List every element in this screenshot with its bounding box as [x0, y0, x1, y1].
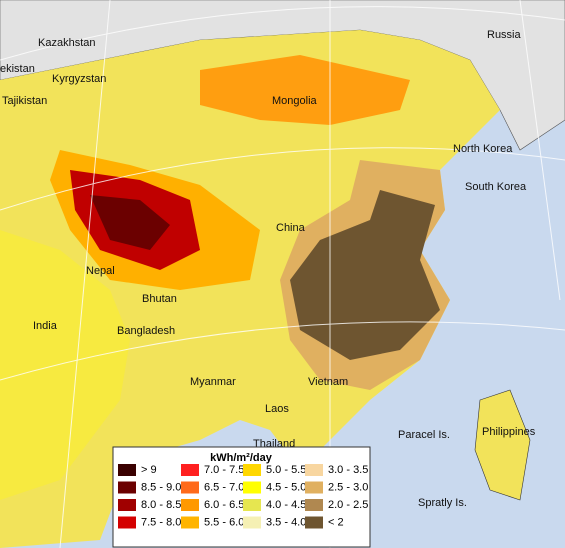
legend-swatch: [118, 481, 136, 494]
legend-swatch: [181, 516, 199, 529]
legend-swatch: [118, 464, 136, 476]
place-label: North Korea: [453, 143, 513, 155]
place-label: Bhutan: [142, 293, 177, 305]
legend-swatch: [305, 464, 323, 476]
legend-swatch: [243, 464, 261, 476]
place-label: Bangladesh: [117, 325, 175, 337]
legend-label: 7.5 - 8.0: [141, 516, 181, 528]
legend-swatch: [305, 516, 323, 529]
legend-swatch: [305, 499, 323, 511]
legend-swatch: [243, 481, 261, 494]
place-labels: Kazakhstan Russia ekistan Kyrgyzstan Taj…: [0, 29, 536, 509]
tibet-peak: [90, 195, 170, 250]
place-label: South Korea: [465, 181, 527, 193]
legend-label: 5.5 - 6.0: [204, 516, 244, 528]
legend-label: 3.5 - 4.0: [266, 516, 306, 528]
legend-label: 5.0 - 5.5: [266, 464, 306, 476]
place-label: Laos: [265, 403, 289, 415]
place-label: Tajikistan: [2, 95, 47, 107]
mongolia-band: [200, 55, 410, 125]
place-label: Kazakhstan: [38, 37, 95, 49]
legend-swatch: [181, 464, 199, 476]
legend-swatch: [243, 516, 261, 529]
sichuan-basin: [290, 190, 440, 360]
legend-box: [112, 446, 371, 548]
legend-label: 8.5 - 9.0: [141, 481, 181, 493]
philippines: [474, 389, 531, 501]
legend-label: 3.0 - 3.5: [328, 464, 368, 476]
legend-label: 2.0 - 2.5: [328, 499, 368, 511]
legend-label: 6.0 - 6.5: [204, 499, 244, 511]
place-label: Russia: [487, 29, 522, 41]
place-label: India: [33, 320, 58, 332]
legend-label: 8.0 - 8.5: [141, 499, 181, 511]
legend-label: 2.5 - 3.0: [328, 481, 368, 493]
place-label: Mongolia: [272, 95, 318, 107]
legend-label: > 9: [141, 464, 157, 476]
place-label: Spratly Is.: [418, 497, 467, 509]
place-label: Paracel Is.: [398, 429, 450, 441]
place-label: Philippines: [482, 426, 536, 438]
legend-swatch: [243, 499, 261, 511]
place-label: Vietnam: [308, 376, 348, 388]
legend-label: 4.5 - 5.0: [266, 481, 306, 493]
place-label: Kyrgyzstan: [52, 73, 106, 85]
legend-swatch: [118, 499, 136, 511]
legend-swatch: [305, 481, 323, 494]
place-label: Myanmar: [190, 376, 236, 388]
legend: kWh/m²/day > 9 8.5 - 9.0 8.0 - 8.5 7.5 - 8.…: [112, 446, 371, 548]
legend-label: 4.0 - 4.5: [266, 499, 306, 511]
legend-label: 7.0 - 7.5: [204, 464, 244, 476]
legend-swatch: [118, 516, 136, 529]
place-label: China: [276, 222, 306, 234]
land-yellow: [0, 30, 500, 548]
place-label: Nepal: [86, 265, 115, 277]
india: [0, 230, 130, 500]
place-label: ekistan: [0, 63, 35, 75]
legend-label: < 2: [328, 516, 344, 528]
legend-swatch: [181, 499, 199, 511]
legend-title: kWh/m²/day: [210, 452, 273, 464]
legend-swatch: [181, 481, 199, 494]
legend-label: 6.5 - 7.0: [204, 481, 244, 493]
